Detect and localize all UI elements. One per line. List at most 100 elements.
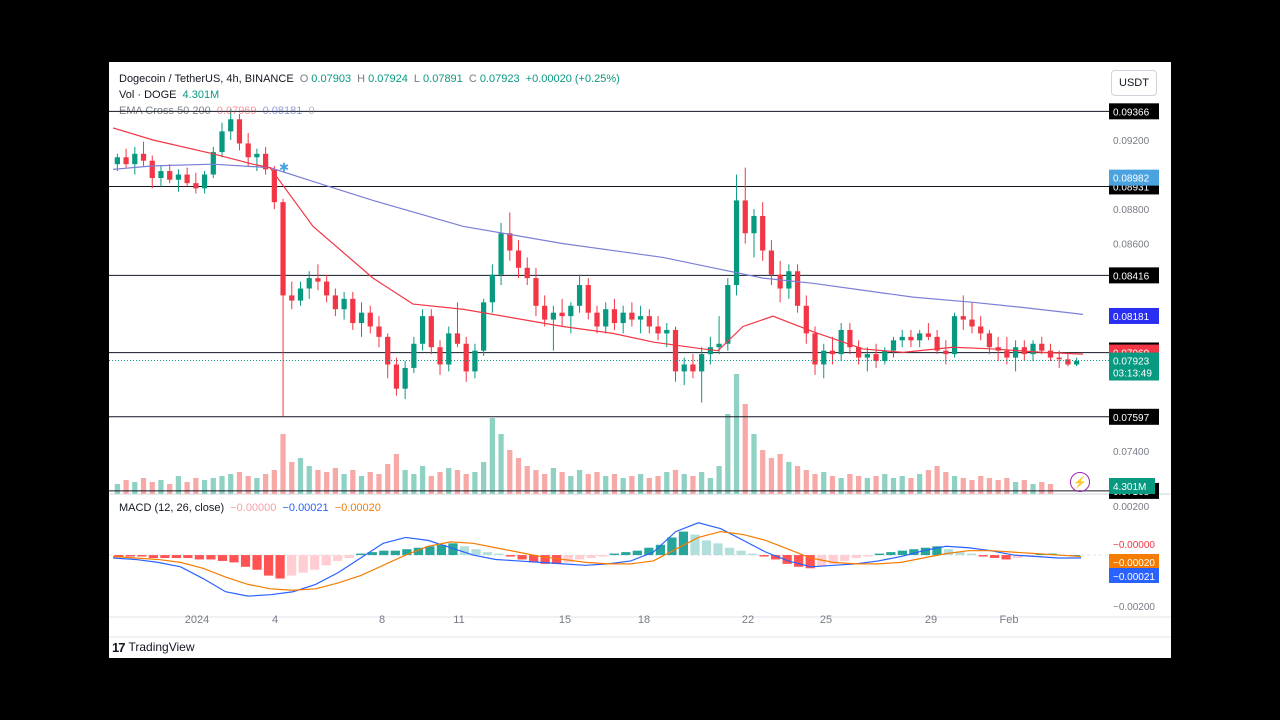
candle-body xyxy=(341,298,347,310)
x-axis-tick-label: 29 xyxy=(925,614,937,626)
volume-bar xyxy=(184,482,190,494)
candle-body xyxy=(594,312,600,327)
volume-bar xyxy=(306,466,312,494)
macd-histogram-bar xyxy=(897,550,907,556)
candle-body xyxy=(140,153,147,161)
macd-histogram-bar xyxy=(448,543,458,556)
macd-histogram-bar xyxy=(240,555,251,567)
candle-body xyxy=(699,354,705,372)
tradingview-mark-icon: 17 xyxy=(112,639,126,655)
candle-body xyxy=(271,169,277,203)
level-price-label: 0.07597 xyxy=(1113,413,1150,424)
macd-price-tag-label: −0.00020 xyxy=(1113,558,1155,569)
macd-histogram-bar xyxy=(1013,555,1023,558)
x-axis-tick-label: 18 xyxy=(638,614,650,626)
volume-tag-label: 4.301M xyxy=(1113,482,1146,493)
volume-bar xyxy=(393,454,400,494)
volume-bar xyxy=(890,478,897,494)
volume-bar xyxy=(620,478,626,494)
chart-canvas[interactable]: 0.09200 0.08800 0.08600 0.07400 0.09366 0.089… xyxy=(109,62,1171,658)
candle-body xyxy=(1030,343,1036,355)
volume-bar xyxy=(725,414,731,494)
macd-price-tag xyxy=(1109,536,1159,551)
candle-body xyxy=(219,131,225,153)
volume-bar xyxy=(481,462,487,494)
candle-body xyxy=(672,329,679,372)
candle-body xyxy=(847,329,853,348)
candle-body xyxy=(603,309,609,327)
candle-body xyxy=(768,250,775,275)
macd-histogram-bar xyxy=(425,546,435,556)
volume-bar xyxy=(856,476,862,494)
candle-body xyxy=(254,153,260,158)
candle-body xyxy=(114,157,120,165)
volume-bar xyxy=(603,476,609,494)
x-axis-tick-label: 4 xyxy=(272,614,278,626)
volume-bar xyxy=(515,458,522,494)
level-price-label: 0.09366 xyxy=(1113,107,1150,118)
symbol-title[interactable]: Dogecoin / TetherUS, 4h, BINANCE xyxy=(119,73,294,85)
candle-body xyxy=(803,305,809,334)
candle-body xyxy=(498,233,504,275)
macd-histogram-bar xyxy=(586,555,596,558)
macd-histogram-bar xyxy=(287,555,297,576)
volume-bar xyxy=(324,472,330,494)
volume-bar xyxy=(611,474,618,494)
candle-body xyxy=(925,333,932,337)
volume-bar xyxy=(733,374,740,494)
volume-bar xyxy=(934,466,940,494)
volume-bar xyxy=(245,476,251,494)
macd-histogram-bar xyxy=(402,549,412,556)
candle-body xyxy=(786,271,792,289)
level-price-tag xyxy=(1109,267,1159,284)
macd-histogram-bar xyxy=(379,550,389,556)
volume-bar xyxy=(201,480,208,494)
macd-histogram-bar xyxy=(989,555,1000,558)
high-value: 0.07924 xyxy=(368,73,408,85)
candle-body xyxy=(559,312,565,317)
x-axis-tick-label: 2024 xyxy=(185,614,209,626)
volume-bar xyxy=(829,476,836,494)
candle-body xyxy=(350,298,356,324)
ema-label[interactable]: EMA Cross 50 200 xyxy=(119,105,211,117)
candle-body xyxy=(943,350,949,355)
currency-button[interactable]: USDT xyxy=(1111,70,1157,96)
volume-bar xyxy=(707,478,713,494)
macd-histogram-bar xyxy=(356,553,366,556)
x-axis-tick-label: 8 xyxy=(379,614,385,626)
candle-body xyxy=(262,153,269,170)
volume-bar xyxy=(1012,482,1019,494)
tradingview-logo[interactable]: 17 TradingView xyxy=(112,638,195,656)
macd-histogram-bar xyxy=(817,555,827,567)
candle-body xyxy=(794,271,801,306)
change-value: +0.00020 (+0.25%) xyxy=(525,73,620,85)
volume-bar xyxy=(472,472,478,494)
macd-label[interactable]: MACD (12, 26, close) xyxy=(119,502,225,514)
candle-body xyxy=(960,316,966,320)
price-tag-label: 0.08982 xyxy=(1113,174,1150,185)
candle-body xyxy=(821,350,827,365)
volume-bar xyxy=(358,476,365,494)
candle-body xyxy=(236,119,243,144)
candle-body xyxy=(306,278,312,289)
candle-body xyxy=(358,312,365,324)
macd-histogram-bar xyxy=(644,547,654,556)
candle-body xyxy=(367,312,373,327)
volume-bar xyxy=(1004,478,1010,494)
volume-bar xyxy=(681,474,687,494)
volume-bar xyxy=(1039,482,1045,494)
candle-body xyxy=(472,350,478,372)
volume-bar xyxy=(960,478,966,494)
candle-body xyxy=(585,285,591,313)
volume-bar xyxy=(699,472,705,494)
lightning-icon[interactable]: ⚡ xyxy=(1070,472,1090,492)
volume-bar xyxy=(210,478,216,494)
macd-histogram-bar xyxy=(137,555,147,557)
macd-line-value: −0.00021 xyxy=(282,502,329,514)
vol-label[interactable]: Vol · DOGE xyxy=(119,89,177,101)
macd-histogram-bar xyxy=(943,549,954,556)
volume-bar xyxy=(576,470,583,494)
volume-bar xyxy=(951,476,958,494)
macd-histogram-bar xyxy=(701,540,712,556)
open-label: O xyxy=(299,73,309,85)
